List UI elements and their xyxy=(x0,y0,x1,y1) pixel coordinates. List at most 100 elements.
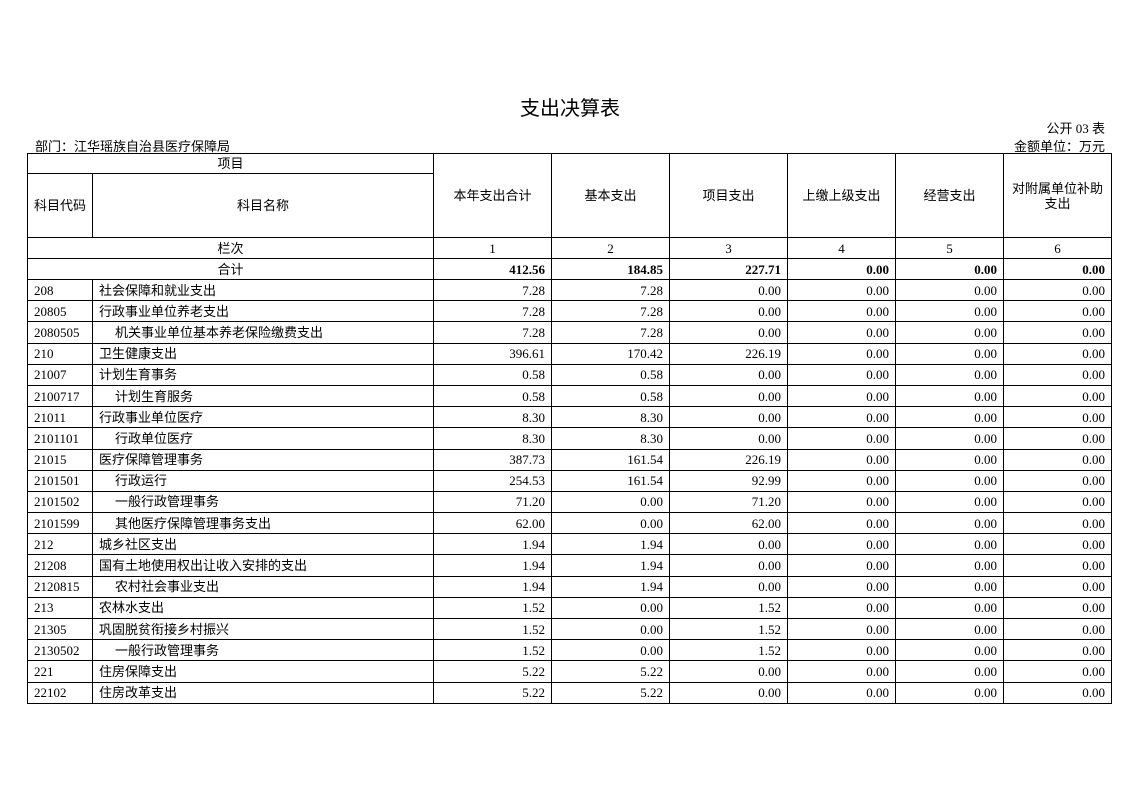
amount: 0.00 xyxy=(787,681,897,704)
amount: 0.00 xyxy=(1003,321,1113,344)
table-row: 2101101 行政单位医疗 8.30 8.30 0.00 0.00 0.00 0.00 xyxy=(27,427,1113,450)
table-row: 21305 巩固脱贫衔接乡村振兴 1.52 0.00 1.52 0.00 0.00 0.00 xyxy=(27,617,1113,641)
column-header: 基本支出 xyxy=(551,153,671,238)
amount: 71.20 xyxy=(433,490,553,514)
subject-code: 2101101 xyxy=(27,427,93,450)
subject-code: 212 xyxy=(27,533,93,556)
name-header: 科目名称 xyxy=(91,173,435,238)
amount: 0.00 xyxy=(895,512,1005,535)
table-row: 2120815 农村社会事业支出 1.94 1.94 0.00 0.00 0.00 0.00 xyxy=(27,575,1113,598)
amount: 0.00 xyxy=(895,278,1005,302)
amount: 0.00 xyxy=(895,533,1005,556)
amount: 396.61 xyxy=(433,342,553,365)
subject-code: 2101501 xyxy=(27,469,93,492)
amount: 0.00 xyxy=(787,575,897,598)
amount: 62.00 xyxy=(433,512,553,535)
column-number: 2 xyxy=(551,237,671,259)
column-header: 上缴上级支出 xyxy=(787,153,897,238)
form-number: 公开 03 表 xyxy=(1046,121,1105,136)
column-header: 本年支出合计 xyxy=(433,153,553,238)
amount: 0.00 xyxy=(787,533,897,556)
amount: 0.00 xyxy=(1003,469,1113,492)
index-label: 栏次 xyxy=(26,237,435,259)
table-row: 212 城乡社区支出 1.94 1.94 0.00 0.00 0.00 0.00 xyxy=(27,533,1113,556)
amount: 0.00 xyxy=(669,363,789,386)
unit: 金额单位：万元 xyxy=(1013,139,1105,154)
total-value: 412.56 xyxy=(433,258,553,280)
amount: 1.52 xyxy=(669,639,789,662)
amount: 0.00 xyxy=(1003,660,1113,683)
item-header: 项目 xyxy=(26,153,435,174)
amount: 0.00 xyxy=(551,596,671,620)
amount: 0.00 xyxy=(1003,278,1113,302)
amount: 0.00 xyxy=(895,575,1005,598)
amount: 226.19 xyxy=(669,448,789,471)
subject-name: 住房改革支出 xyxy=(91,681,435,704)
subject-name: 计划生育事务 xyxy=(91,363,435,386)
amount: 0.00 xyxy=(895,681,1005,704)
subject-code: 21015 xyxy=(27,448,93,471)
subject-name: 行政事业单位养老支出 xyxy=(91,300,435,323)
amount: 170.42 xyxy=(551,342,671,365)
amount: 0.00 xyxy=(787,469,897,492)
amount: 7.28 xyxy=(433,321,553,344)
total-value: 0.00 xyxy=(787,258,897,280)
subject-code: 22102 xyxy=(27,681,93,704)
amount: 0.00 xyxy=(787,448,897,471)
amount: 0.00 xyxy=(1003,490,1113,514)
amount: 0.00 xyxy=(669,321,789,344)
amount: 226.19 xyxy=(669,342,789,365)
table-row: 栏次 1 2 3 4 5 6 xyxy=(26,237,1113,259)
amount: 0.00 xyxy=(787,596,897,620)
amount: 0.00 xyxy=(895,490,1005,514)
subject-name: 其他医疗保障管理事务支出 xyxy=(91,512,435,535)
column-number: 1 xyxy=(433,237,553,259)
amount: 62.00 xyxy=(669,512,789,535)
table-row: 22102 住房改革支出 5.22 5.22 0.00 0.00 0.00 0.00 xyxy=(27,681,1113,704)
table-row: 2101501 行政运行 254.53 161.54 92.99 0.00 0.00 0.00 xyxy=(27,469,1113,492)
amount: 0.00 xyxy=(895,617,1005,641)
subject-code: 2100717 xyxy=(27,384,93,408)
amount: 0.00 xyxy=(551,639,671,662)
amount: 0.58 xyxy=(433,363,553,386)
amount: 5.22 xyxy=(551,681,671,704)
amount: 0.00 xyxy=(1003,384,1113,408)
amount: 0.00 xyxy=(787,490,897,514)
subject-code: 210 xyxy=(27,342,93,365)
table-row: 2130502 一般行政管理事务 1.52 0.00 1.52 0.00 0.00 0.00 xyxy=(27,639,1113,662)
amount: 1.52 xyxy=(669,617,789,641)
amount: 0.00 xyxy=(669,427,789,450)
table-row: 2100717 计划生育服务 0.58 0.58 0.00 0.00 0.00 0.00 xyxy=(27,384,1113,408)
subject-code: 2120815 xyxy=(27,575,93,598)
table-row: 合计 412.56 184.85 227.71 0.00 0.00 0.00 xyxy=(26,258,1113,280)
subject-code: 21208 xyxy=(27,554,93,577)
subject-code: 21011 xyxy=(27,406,93,429)
amount: 5.22 xyxy=(551,660,671,683)
amount: 0.00 xyxy=(787,406,897,429)
subject-code: 21007 xyxy=(27,363,93,386)
amount: 0.00 xyxy=(895,342,1005,365)
subject-code: 2101599 xyxy=(27,512,93,535)
amount: 0.00 xyxy=(895,554,1005,577)
amount: 0.00 xyxy=(669,384,789,408)
subject-code: 221 xyxy=(27,660,93,683)
subject-code: 21305 xyxy=(27,617,93,641)
amount: 0.00 xyxy=(787,278,897,302)
amount: 7.28 xyxy=(433,300,553,323)
subject-code: 2130502 xyxy=(27,639,93,662)
amount: 0.00 xyxy=(669,681,789,704)
amount: 1.94 xyxy=(433,575,553,598)
total-value: 227.71 xyxy=(669,258,789,280)
amount: 1.94 xyxy=(433,554,553,577)
amount: 8.30 xyxy=(433,406,553,429)
amount: 8.30 xyxy=(551,406,671,429)
amount: 0.00 xyxy=(1003,300,1113,323)
amount: 7.28 xyxy=(551,321,671,344)
amount: 161.54 xyxy=(551,448,671,471)
amount: 0.00 xyxy=(1003,554,1113,577)
amount: 1.52 xyxy=(433,617,553,641)
amount: 8.30 xyxy=(551,427,671,450)
amount: 0.58 xyxy=(433,384,553,408)
amount: 0.00 xyxy=(787,617,897,641)
